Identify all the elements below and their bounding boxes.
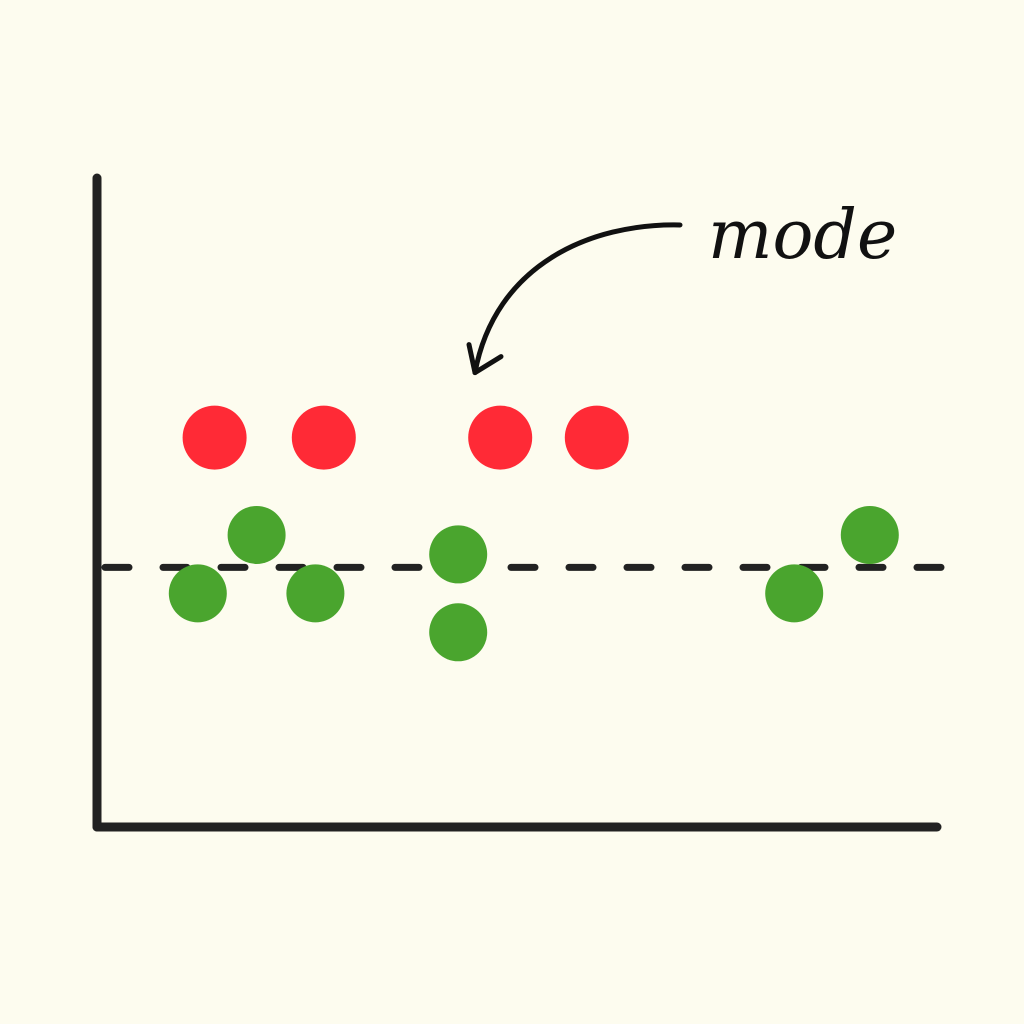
series-0	[182, 405, 629, 470]
mode-annotation: mode	[466, 196, 897, 376]
data-point	[291, 405, 356, 470]
annotation-label: mode	[708, 196, 897, 275]
annotation-arrowhead	[466, 342, 504, 376]
data-point	[429, 525, 488, 584]
data-point	[468, 405, 533, 470]
data-point	[564, 405, 629, 470]
data-point	[840, 505, 899, 564]
data-point	[168, 564, 227, 623]
data-point	[429, 603, 488, 662]
data-point	[286, 564, 345, 623]
annotation-arrow	[472, 222, 683, 376]
series-1	[168, 505, 899, 662]
data-point	[765, 564, 824, 623]
data-point	[182, 405, 247, 470]
data-point	[227, 505, 286, 564]
points-layer	[168, 405, 899, 662]
